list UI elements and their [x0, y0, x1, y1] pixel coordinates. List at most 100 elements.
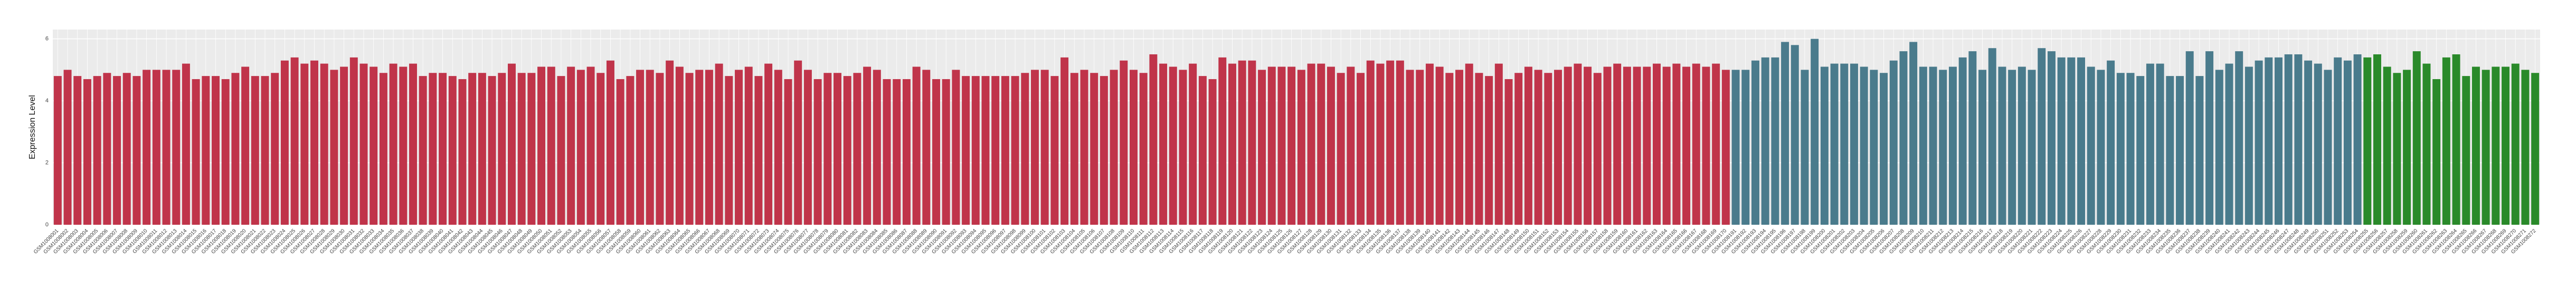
bar — [182, 63, 190, 225]
bar — [1870, 70, 1878, 225]
bar — [1267, 66, 1276, 225]
bar — [162, 70, 171, 225]
bar — [735, 70, 743, 225]
bar — [2462, 76, 2470, 225]
bar — [2018, 66, 2026, 225]
bar — [231, 73, 240, 225]
bar — [458, 79, 467, 225]
bar — [695, 70, 704, 225]
bar — [666, 60, 674, 225]
bar — [1958, 57, 1967, 225]
bar — [1504, 79, 1513, 225]
bar — [527, 73, 536, 225]
bar — [834, 73, 842, 225]
bar — [1939, 70, 1947, 225]
bar — [1741, 70, 1750, 225]
bar — [1179, 70, 1187, 225]
bar — [1129, 70, 1138, 225]
bar — [1909, 42, 1918, 225]
bar — [853, 73, 861, 225]
bar — [1830, 63, 1839, 225]
bar — [2166, 76, 2174, 225]
bar — [1485, 76, 1493, 225]
bar — [991, 76, 1000, 225]
bar — [922, 70, 931, 225]
bar — [942, 79, 950, 225]
bar — [1297, 70, 1305, 225]
bar — [1159, 63, 1168, 225]
bar — [744, 66, 753, 225]
bar — [1860, 66, 1868, 225]
bar — [212, 76, 220, 225]
bar — [1494, 63, 1503, 225]
bar — [1791, 45, 1799, 225]
bar — [1623, 66, 1631, 225]
bar — [1228, 63, 1236, 225]
bar — [1050, 76, 1059, 225]
bar — [261, 76, 269, 225]
bar — [2442, 57, 2450, 225]
bar — [547, 66, 555, 225]
bar — [2225, 63, 2233, 225]
bar — [2047, 51, 2056, 225]
bar — [1751, 60, 1759, 225]
bar — [1465, 63, 1473, 225]
bar — [172, 70, 181, 225]
bar — [2324, 70, 2332, 225]
bar — [863, 66, 872, 225]
bar — [1277, 66, 1286, 225]
bar — [567, 66, 575, 225]
bar — [93, 76, 101, 225]
bar — [2156, 63, 2164, 225]
bar — [586, 66, 595, 225]
bar — [2412, 51, 2421, 225]
bar — [576, 70, 585, 225]
bar — [1001, 76, 1009, 225]
bar — [1544, 73, 1552, 225]
bar — [2294, 54, 2303, 225]
bar — [1060, 57, 1069, 225]
bar — [2205, 51, 2214, 225]
bar — [439, 73, 447, 225]
bar — [1475, 73, 1483, 225]
bar — [1208, 79, 1217, 225]
bar — [1534, 70, 1542, 225]
bar — [725, 76, 733, 225]
bar — [1198, 76, 1207, 225]
bar — [2403, 70, 2411, 225]
bar — [409, 63, 417, 225]
bar — [1139, 73, 1148, 225]
bar — [1801, 70, 1809, 225]
bar — [2452, 54, 2460, 225]
bar — [1248, 60, 1256, 225]
bar — [63, 70, 72, 225]
bar — [981, 76, 990, 225]
bar — [241, 66, 250, 225]
bar — [1929, 66, 1937, 225]
bar — [2334, 57, 2342, 225]
bar — [2502, 66, 2510, 225]
bar — [2255, 60, 2263, 225]
bar — [1218, 57, 1227, 225]
bar — [1455, 70, 1464, 225]
bar — [379, 73, 387, 225]
bar — [1120, 60, 1128, 225]
bar — [1712, 63, 1720, 225]
bar — [1781, 42, 1789, 225]
bar — [1633, 66, 1641, 225]
bar — [448, 76, 457, 225]
bar — [2432, 79, 2441, 225]
bar — [73, 76, 82, 225]
bar — [1761, 57, 1769, 225]
bar — [2353, 54, 2362, 225]
bar — [280, 60, 289, 225]
bar — [1731, 70, 1740, 225]
bar — [103, 73, 111, 225]
bar — [1702, 66, 1710, 225]
bar — [1416, 70, 1424, 225]
y-axis-label: Expression Level — [28, 95, 37, 159]
bar — [1327, 66, 1335, 225]
bar — [1643, 66, 1651, 225]
bar — [2422, 63, 2431, 225]
